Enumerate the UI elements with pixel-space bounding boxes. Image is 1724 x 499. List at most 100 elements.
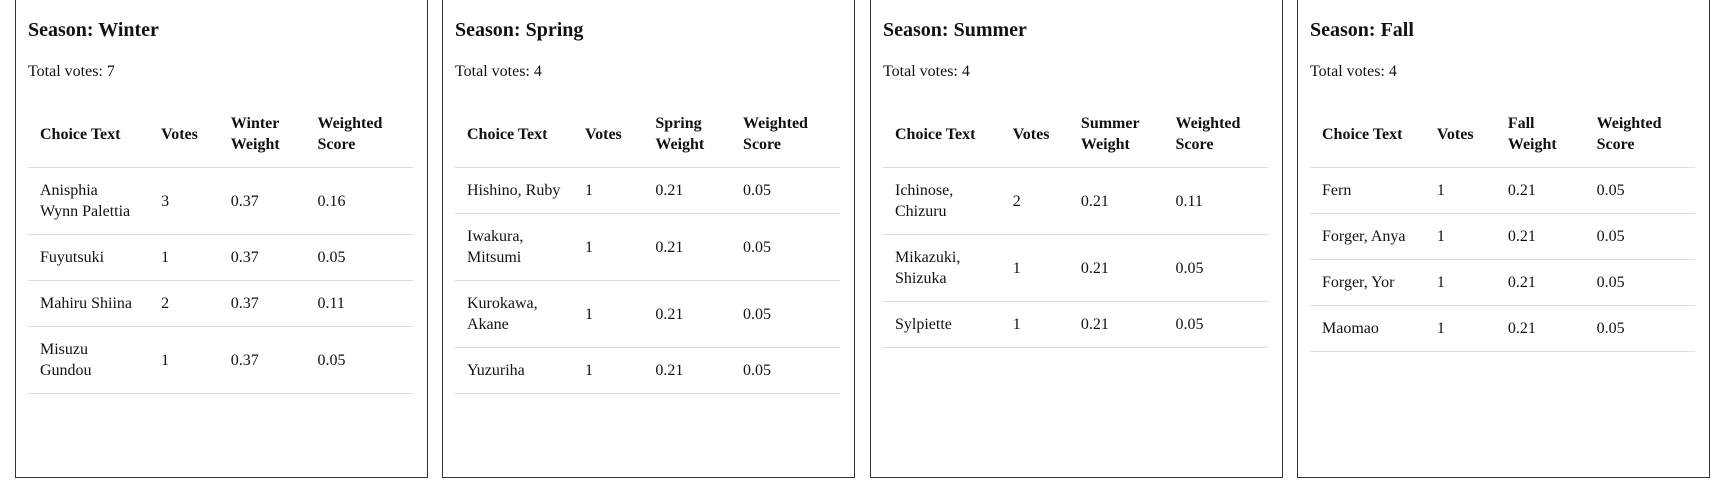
cell-choice: Ichinose, Chizuru [883, 167, 1001, 235]
total-votes: Total votes: 4 [883, 63, 970, 80]
cell-votes: 1 [1424, 259, 1496, 306]
column-header-votes: Votes [573, 101, 644, 168]
table-header-row: Choice Text Votes Fall Weight Weighted S… [1310, 101, 1695, 168]
cell-weight: 0.21 [1495, 167, 1585, 214]
cell-weight: 0.21 [643, 167, 732, 214]
cell-votes: 1 [1424, 305, 1496, 352]
column-header-weight: Summer Weight [1068, 101, 1164, 168]
cell-score: 0.05 [1584, 305, 1695, 352]
column-header-votes: Votes [149, 101, 219, 168]
table-header-row: Choice Text Votes Spring Weight Weighted… [455, 101, 840, 168]
season-panel-summer: Season: Summer Total votes: 4 Choice Tex… [870, 0, 1283, 478]
votes-table: Choice Text Votes Spring Weight Weighted… [455, 101, 840, 394]
cell-weight: 0.21 [1068, 167, 1164, 235]
table-row: Mikazuki, Shizuka 1 0.21 0.05 [883, 234, 1268, 302]
cell-votes: 1 [573, 280, 644, 348]
cell-votes: 1 [573, 213, 644, 281]
cell-votes: 1 [1424, 167, 1496, 214]
table-header-row: Choice Text Votes Winter Weight Weighted… [28, 101, 413, 168]
cell-choice: Sylpiette [883, 301, 1001, 348]
column-header-weight: Winter Weight [218, 101, 306, 168]
cell-choice: Yuzuriha [455, 347, 574, 394]
panel-title: Season: Winter [28, 19, 159, 41]
column-header-choice: Choice Text [1310, 101, 1425, 168]
column-header-score: Weighted Score [1163, 101, 1268, 168]
cell-votes: 2 [149, 280, 219, 327]
cell-weight: 0.21 [1495, 213, 1585, 260]
cell-votes: 1 [149, 326, 219, 394]
total-votes: Total votes: 7 [28, 63, 115, 80]
table-row: Fuyutsuki 1 0.37 0.05 [28, 234, 413, 281]
table-row: Kurokawa, Akane 1 0.21 0.05 [455, 280, 840, 348]
cell-score: 0.05 [305, 326, 413, 394]
column-header-score: Weighted Score [305, 101, 413, 168]
cell-votes: 1 [573, 167, 644, 214]
cell-choice: Forger, Yor [1310, 259, 1425, 306]
cell-weight: 0.21 [643, 280, 732, 348]
cell-choice: Iwakura, Mitsumi [455, 213, 574, 281]
cell-votes: 1 [1424, 213, 1496, 260]
votes-table: Choice Text Votes Winter Weight Weighted… [28, 101, 413, 394]
table-row: Mahiru Shiina 2 0.37 0.11 [28, 280, 413, 327]
cell-score: 0.05 [731, 280, 840, 348]
table-row: Hishino, Ruby 1 0.21 0.05 [455, 167, 840, 214]
cell-score: 0.11 [305, 280, 413, 327]
cell-votes: 1 [1000, 234, 1069, 302]
cell-weight: 0.37 [218, 326, 306, 394]
votes-table: Choice Text Votes Fall Weight Weighted S… [1310, 101, 1695, 352]
cell-votes: 1 [1000, 301, 1069, 348]
column-header-votes: Votes [1424, 101, 1496, 168]
table-row: Anisphia Wynn Palettia 3 0.37 0.16 [28, 167, 413, 235]
cell-score: 0.05 [1163, 234, 1268, 302]
cell-votes: 1 [573, 347, 644, 394]
table-row: Fern 1 0.21 0.05 [1310, 167, 1695, 214]
panel-title: Season: Spring [455, 19, 584, 41]
cell-votes: 2 [1000, 167, 1069, 235]
cell-weight: 0.21 [1068, 301, 1164, 348]
cell-score: 0.11 [1163, 167, 1268, 235]
column-header-choice: Choice Text [883, 101, 1001, 168]
total-votes: Total votes: 4 [1310, 63, 1397, 80]
column-header-score: Weighted Score [731, 101, 840, 168]
cell-weight: 0.21 [643, 347, 732, 394]
column-header-weight: Spring Weight [643, 101, 732, 168]
cell-score: 0.05 [731, 213, 840, 281]
cell-score: 0.05 [731, 167, 840, 214]
votes-table: Choice Text Votes Summer Weight Weighted… [883, 101, 1268, 348]
cell-choice: Misuzu Gundou [28, 326, 150, 394]
cell-score: 0.05 [1584, 259, 1695, 306]
cell-choice: Forger, Anya [1310, 213, 1425, 260]
season-panel-fall: Season: Fall Total votes: 4 Choice Text … [1297, 0, 1710, 478]
cell-score: 0.16 [305, 167, 413, 235]
cell-weight: 0.37 [218, 167, 306, 235]
panel-title: Season: Summer [883, 19, 1027, 41]
cell-weight: 0.21 [1495, 259, 1585, 306]
cell-score: 0.05 [1584, 167, 1695, 214]
panel-title: Season: Fall [1310, 19, 1414, 41]
table-row: Misuzu Gundou 1 0.37 0.05 [28, 326, 413, 394]
table-row: Maomao 1 0.21 0.05 [1310, 305, 1695, 352]
cell-votes: 1 [149, 234, 219, 281]
cell-score: 0.05 [731, 347, 840, 394]
cell-weight: 0.21 [1495, 305, 1585, 352]
cell-weight: 0.21 [1068, 234, 1164, 302]
table-header-row: Choice Text Votes Summer Weight Weighted… [883, 101, 1268, 168]
cell-choice: Mahiru Shiina [28, 280, 150, 327]
column-header-score: Weighted Score [1584, 101, 1695, 168]
column-header-votes: Votes [1000, 101, 1069, 168]
cell-weight: 0.37 [218, 280, 306, 327]
cell-choice: Anisphia Wynn Palettia [28, 167, 150, 235]
table-row: Iwakura, Mitsumi 1 0.21 0.05 [455, 213, 840, 281]
cell-weight: 0.21 [643, 213, 732, 281]
season-panel-winter: Season: Winter Total votes: 7 Choice Tex… [15, 0, 428, 478]
table-row: Forger, Anya 1 0.21 0.05 [1310, 213, 1695, 260]
cell-weight: 0.37 [218, 234, 306, 281]
cell-score: 0.05 [1163, 301, 1268, 348]
total-votes: Total votes: 4 [455, 63, 542, 80]
cell-choice: Maomao [1310, 305, 1425, 352]
cell-choice: Kurokawa, Akane [455, 280, 574, 348]
cell-choice: Fern [1310, 167, 1425, 214]
cell-score: 0.05 [1584, 213, 1695, 260]
cell-choice: Hishino, Ruby [455, 167, 574, 214]
season-panel-spring: Season: Spring Total votes: 4 Choice Tex… [442, 0, 855, 478]
